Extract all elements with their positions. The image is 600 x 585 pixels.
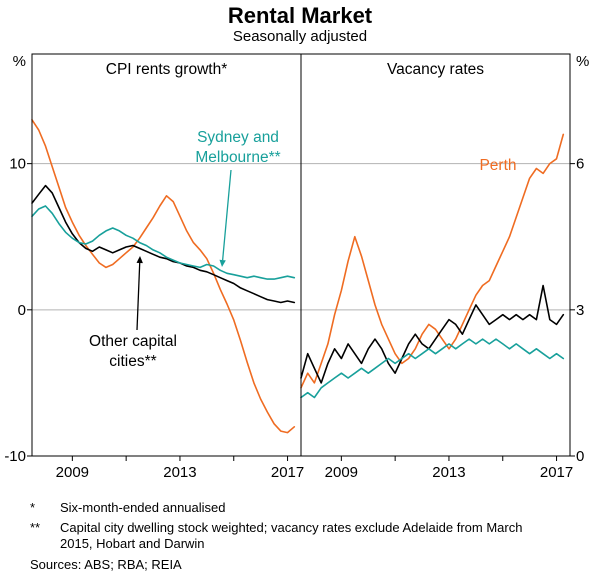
- perth-label: Perth: [479, 157, 516, 174]
- y-tick-label: -10: [4, 448, 26, 465]
- x-tick-label: 2017: [540, 464, 573, 481]
- footnotes: * Six-month-ended annualised ** Capital …: [0, 498, 600, 573]
- x-tick-label: 2013: [163, 464, 196, 481]
- x-tick-label: 2009: [325, 464, 358, 481]
- sydney-melbourne-label: Melbourne**: [195, 149, 280, 166]
- x-tick-label: 2013: [432, 464, 465, 481]
- other-capitals-arrow-head: [136, 256, 143, 264]
- series-left-sydney-and-melbourne: [31, 205, 296, 281]
- y-tick-label: 0: [18, 302, 26, 319]
- footnote-1: * Six-month-ended annualised: [30, 500, 580, 516]
- series-left-other-capital-cities: [31, 185, 296, 304]
- chart-subtitle: Seasonally adjusted: [232, 28, 368, 46]
- series-right-other-capital-cities: [300, 284, 565, 384]
- series-right-sydney-and-melbourne: [300, 338, 565, 399]
- sources-line: Sources: ABS; RBA; REIA: [30, 557, 182, 573]
- y-axis-unit-right: %: [576, 53, 589, 70]
- series-left-perth: [31, 119, 296, 434]
- y-tick-label: 6: [576, 156, 584, 173]
- footnote-1-text: Six-month-ended annualised: [60, 500, 226, 516]
- footnote-2-marker: **: [30, 519, 41, 535]
- y-axis-unit-left: %: [13, 53, 26, 70]
- y-tick-label: 3: [576, 302, 584, 319]
- footnote-1-marker: *: [30, 500, 36, 516]
- footnote-2-text: Capital city dwelling stock weighted; va…: [60, 519, 523, 551]
- chart-canvas: 2009 2013 2017% 10 0 -10 CPI rents growth* 2009…: [4, 53, 589, 481]
- panel-title-left: CPI rents growth*: [106, 61, 227, 78]
- footnote-2: ** Capital city dwelling stock weighted;…: [30, 520, 580, 553]
- other-capitals-label: Other capital: [89, 333, 177, 350]
- other-capitals-arrow: [136, 263, 141, 331]
- y-tick-label: 0: [576, 448, 584, 465]
- sydney-melbourne-label: Sydney and: [197, 129, 279, 146]
- series-right-perth: [300, 133, 565, 389]
- y-tick-label: 10: [9, 156, 26, 173]
- chart-title: Rental Market: [227, 3, 373, 28]
- other-capitals-label: cities**: [109, 353, 156, 370]
- sydney-melbourne-arrow-head: [219, 260, 226, 268]
- sydney-melbourne-arrow: [221, 170, 232, 261]
- x-tick-label: 2009: [56, 464, 89, 481]
- panel-title-right: Vacancy rates: [387, 61, 484, 78]
- x-tick-label: 2017: [271, 464, 304, 481]
